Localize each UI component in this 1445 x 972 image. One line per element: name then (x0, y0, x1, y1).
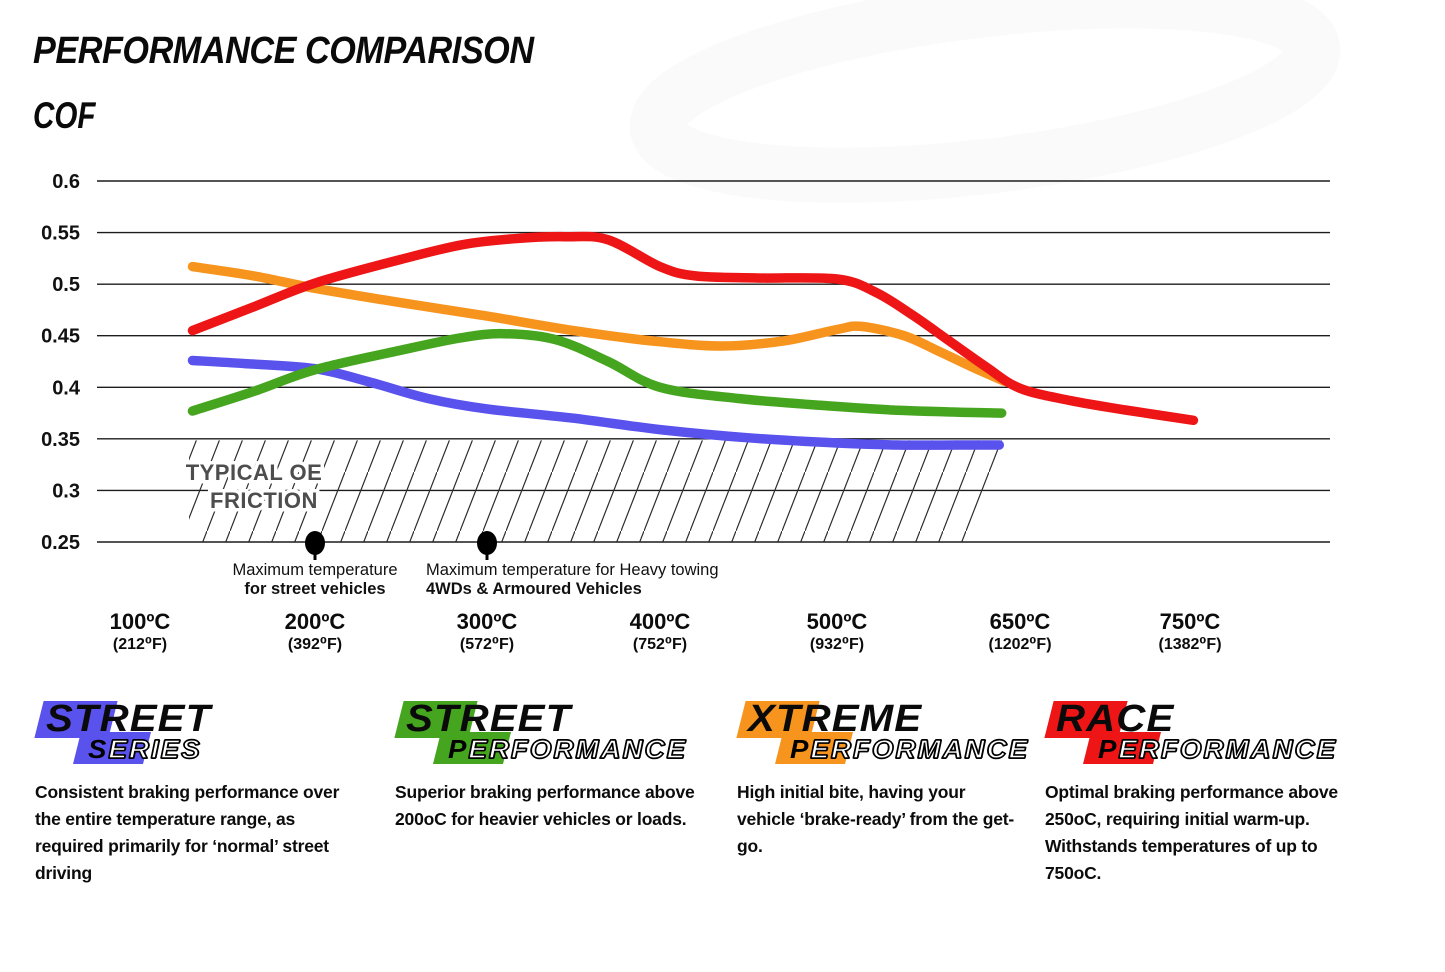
typical-oe-friction-zone (189, 440, 1005, 542)
logo-word1: RACE (1056, 698, 1175, 740)
oe-zone-label: TYPICAL OE (186, 460, 323, 485)
product-xtreme-performance: XTREME PERFORMANCE High initial bite, ha… (736, 697, 1028, 860)
x-tick-label-fahrenheit: (932⁰F) (810, 636, 864, 653)
logo-word2-rest: ERFORMANCE (468, 733, 688, 764)
x-tick-label-celsius: 400ºC (630, 609, 691, 634)
product-street-series: STREET SERIES Consistent braking perform… (34, 697, 367, 887)
x-tick-label-celsius: 300ºC (457, 609, 518, 634)
product-description: Consistent braking performance over the … (35, 782, 340, 883)
product-street-performance: STREET PERFORMANCE Superior braking perf… (394, 697, 725, 833)
series-race-performance (187, 231, 1199, 426)
race-performance-logo: RACE PERFORMANCE (1044, 697, 1375, 769)
marker-label: Maximum temperature for Heavy towing (426, 561, 719, 579)
x-tick-label-celsius: 750ºC (1160, 609, 1221, 634)
street-series-logo: STREET SERIES (34, 697, 367, 769)
product-description: High initial bite, having your vehicle ‘… (737, 782, 1014, 856)
page-title: PERFORMANCE COMPARISON (33, 30, 534, 72)
logo-word2-rest: ERFORMANCE (1118, 733, 1338, 764)
series-xtreme-performance (187, 261, 1009, 386)
logo-word2-initial: P (448, 734, 469, 764)
background-watermark (629, 0, 1341, 203)
marker-label: for street vehicles (244, 580, 385, 598)
y-tick-label: 0.45 (41, 326, 80, 348)
marker-dot (305, 531, 325, 555)
logo-word1: STREET (46, 698, 212, 740)
x-tick-label-celsius: 100ºC (110, 609, 171, 634)
logo-word2: PERFORMANCE (448, 733, 688, 765)
x-tick-label-fahrenheit: (572⁰F) (460, 636, 514, 653)
product-description: Optimal braking performance above 250oC,… (1045, 782, 1338, 883)
performance-chart: 0.6 0.55 0.5 0.45 0.4 0.35 0.3 0.25 TYPICAL OE FR… (41, 0, 1341, 653)
logo-word2-rest: ERFORMANCE (810, 733, 1030, 764)
y-tick-label: 0.4 (52, 377, 81, 399)
y-tick-label: 0.35 (41, 429, 80, 451)
marker-label: Maximum temperature (232, 561, 397, 579)
marker-dot (477, 531, 497, 555)
logo-word2-rest: ERIES (108, 733, 202, 764)
product-description: Superior braking performance above 200oC… (395, 782, 695, 829)
x-tick-label-celsius: 200ºC (285, 609, 346, 634)
y-axis-title: COF (33, 95, 96, 136)
x-tick-label-fahrenheit: (1382⁰F) (1158, 636, 1221, 653)
y-tick-label: 0.25 (41, 532, 80, 554)
logo-word1: STREET (406, 698, 572, 740)
y-tick-label: 0.55 (41, 223, 80, 245)
logo-word2: PERFORMANCE (790, 733, 1030, 765)
x-tick-label-celsius: 650ºC (990, 609, 1051, 634)
logo-word2: SERIES (88, 733, 202, 765)
x-tick-label-fahrenheit: (752⁰F) (633, 636, 687, 653)
products-section: STREET SERIES Consistent braking perform… (0, 697, 1445, 957)
y-tick-label: 0.3 (52, 480, 80, 502)
oe-zone-label: FRICTION (210, 488, 318, 513)
x-tick-label-fahrenheit: (1202⁰F) (988, 636, 1051, 653)
product-race-performance: RACE PERFORMANCE Optimal braking perform… (1044, 697, 1375, 887)
logo-word2-initial: P (790, 734, 811, 764)
xtreme-performance-logo: XTREME PERFORMANCE (736, 697, 1028, 769)
gridlines: 0.6 0.55 0.5 0.45 0.4 0.35 0.3 0.25 (41, 171, 1330, 554)
y-tick-label: 0.5 (52, 274, 80, 296)
marker-label: 4WDs & Armoured Vehicles (426, 580, 642, 598)
x-tick-label-celsius: 500ºC (807, 609, 868, 634)
logo-word2: PERFORMANCE (1098, 733, 1338, 765)
x-tick-label-fahrenheit: (212⁰F) (113, 636, 167, 653)
street-performance-logo: STREET PERFORMANCE (394, 697, 725, 769)
logo-word2-initial: P (1098, 734, 1119, 764)
x-tick-label-fahrenheit: (392⁰F) (288, 636, 342, 653)
y-tick-label: 0.6 (52, 171, 80, 193)
logo-word2-initial: S (88, 734, 109, 764)
series-street-performance (187, 328, 1007, 418)
logo-word1: XTREME (748, 698, 923, 740)
